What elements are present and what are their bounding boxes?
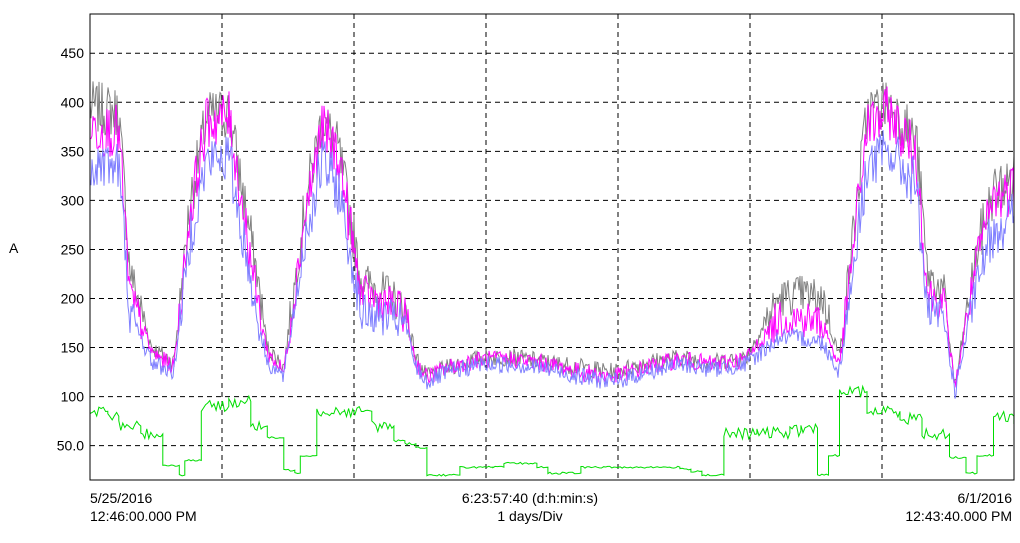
- y-tick-label: 300: [61, 192, 85, 208]
- y-tick-label: 350: [61, 143, 85, 159]
- span-label: 6:23:57:40 (d:h:min:s) 1 days/Div: [380, 489, 680, 525]
- end-date: 6/1/2016: [957, 490, 1013, 506]
- y-tick-label: 250: [61, 241, 85, 257]
- y-axis-label: A: [9, 240, 19, 256]
- span-division: 1 days/Div: [497, 508, 563, 524]
- end-time-label: 6/1/2016 12:43:40.000 PM: [905, 489, 1012, 525]
- y-tick-labels: 50.0 100 150 200 250 300 350 400 450: [57, 45, 84, 453]
- series-line-3: [89, 129, 1015, 399]
- series-layer: [89, 81, 1015, 477]
- plot-area: [90, 14, 1014, 480]
- start-date: 5/25/2016: [90, 490, 153, 506]
- grid-lines: [90, 14, 1014, 480]
- series-line-2: [89, 86, 1015, 388]
- start-time-label: 5/25/2016 12:46:00.000 PM: [90, 489, 197, 525]
- end-time: 12:43:40.000 PM: [905, 508, 1012, 524]
- y-tick-label: 450: [61, 45, 85, 61]
- y-tick-label: 100: [61, 389, 85, 405]
- plot-border: [89, 13, 1015, 481]
- y-tick-label: 50.0: [57, 438, 84, 454]
- y-tick-label: 200: [61, 291, 85, 307]
- series-line-4: [89, 384, 1015, 477]
- y-tick-label: 150: [61, 340, 85, 356]
- start-time: 12:46:00.000 PM: [90, 508, 197, 524]
- span-duration: 6:23:57:40 (d:h:min:s): [461, 490, 599, 506]
- y-tick-label: 400: [61, 94, 85, 110]
